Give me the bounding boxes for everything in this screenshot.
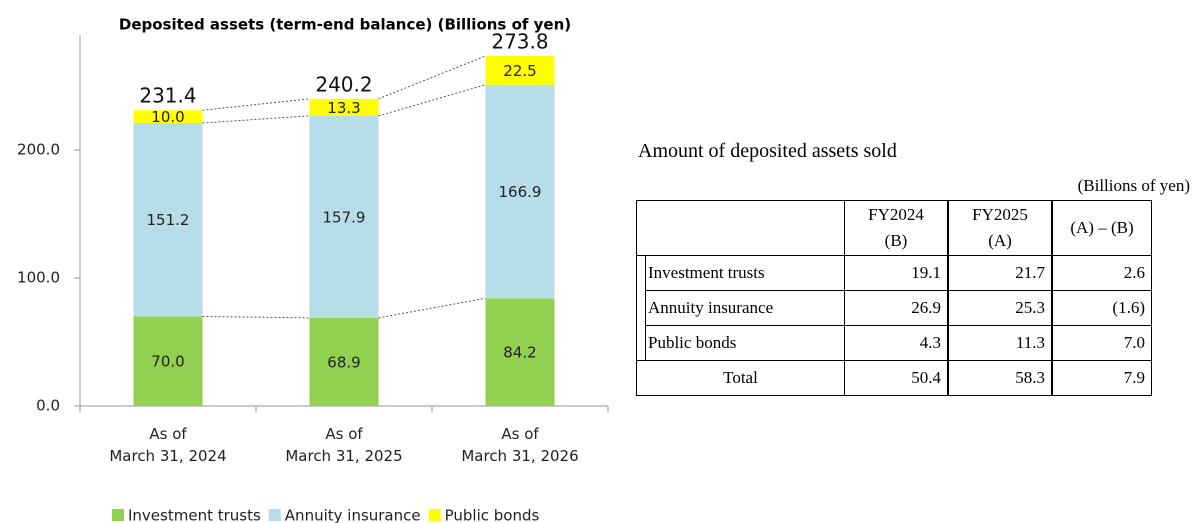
x-tick-label: As of March 31, 2025 <box>285 425 403 465</box>
y-tick-label: 200.0 <box>17 141 60 159</box>
data-label: 22.5 <box>503 62 536 80</box>
row-label: Annuity insurance <box>645 290 845 326</box>
column-header: FY2025 (A) <box>947 200 1053 256</box>
cell: 4.3 <box>844 325 949 361</box>
header-row: FY2024 (B) FY2025 (A) (A) – (B) <box>636 200 1152 256</box>
bar-segment <box>133 110 203 124</box>
bar-segment <box>485 84 555 299</box>
chart-title: Deposited assets (term-end balance) (Bil… <box>119 16 571 34</box>
bar-segment <box>309 317 379 406</box>
cell: 25.3 <box>947 290 1053 326</box>
cell: 50.4 <box>844 360 949 396</box>
table-row: Public bonds 4.3 11.3 7.0 <box>636 325 1152 361</box>
row-label: Public bonds <box>645 325 845 361</box>
cell: 7.9 <box>1051 360 1152 396</box>
connector <box>202 98 310 111</box>
cell: 11.3 <box>947 325 1053 361</box>
data-label: 68.9 <box>327 353 360 371</box>
bar-segment <box>485 298 555 406</box>
table-title: Amount of deposited assets sold <box>638 140 897 162</box>
data-label: 166.9 <box>499 183 542 201</box>
x-tick-label: As of March 31, 2024 <box>109 425 227 465</box>
data-label: 13.3 <box>327 99 360 117</box>
bar-segment <box>133 123 203 317</box>
bar-segment <box>133 316 203 406</box>
table-row: Investment trusts 19.1 21.7 2.6 <box>636 255 1152 291</box>
legend-label: Annuity insurance <box>285 507 421 523</box>
legend-label: Public bonds <box>445 507 540 523</box>
bar-segment <box>309 98 379 116</box>
cell: 26.9 <box>844 290 949 326</box>
x-tick-label: As of March 31, 2026 <box>461 425 579 465</box>
cell: 58.3 <box>947 360 1053 396</box>
data-label: 151.2 <box>147 211 190 229</box>
cell: 21.7 <box>947 255 1053 291</box>
connector <box>378 84 486 117</box>
legend-swatch <box>428 509 441 521</box>
total-label: 240.2 <box>315 72 372 96</box>
column-header: FY2024 (B) <box>844 200 949 256</box>
cell: 19.1 <box>844 255 949 291</box>
data-label: 84.2 <box>503 344 536 362</box>
data-label: 70.0 <box>151 353 184 371</box>
data-label: 157.9 <box>323 208 366 226</box>
bar-segment <box>485 55 555 85</box>
cell: (1.6) <box>1051 290 1152 326</box>
legend-label: Investment trusts <box>128 507 261 523</box>
bar-segment <box>309 115 379 318</box>
legend-swatch <box>268 509 281 521</box>
connector <box>378 55 486 100</box>
chart: Deposited assets (term-end balance) (Bil… <box>17 16 609 523</box>
table: FY2024 (B) FY2025 (A) (A) – (B) Investme… <box>636 200 1152 396</box>
y-tick-label: 0.0 <box>36 397 60 415</box>
indent <box>636 325 646 361</box>
connector <box>202 115 310 124</box>
header-corner <box>636 200 845 256</box>
indent <box>636 290 646 326</box>
legend-swatch <box>112 509 124 521</box>
total-label: 231.4 <box>139 84 196 108</box>
row-label: Total <box>636 360 845 396</box>
cell: 7.0 <box>1051 325 1152 361</box>
connector <box>378 297 486 319</box>
table-unit: (Billions of yen) <box>1077 176 1190 195</box>
connector <box>202 315 310 319</box>
indent <box>636 255 646 291</box>
cell: 2.6 <box>1051 255 1152 291</box>
row-label: Investment trusts <box>645 255 845 291</box>
column-header: (A) – (B) <box>1051 200 1152 256</box>
total-label: 273.8 <box>491 29 548 53</box>
y-tick-label: 100.0 <box>17 269 60 287</box>
total-row: Total 50.4 58.3 7.9 <box>636 360 1152 396</box>
data-label: 10.0 <box>151 108 184 126</box>
table-row: Annuity insurance 26.9 25.3 (1.6) <box>636 290 1152 326</box>
